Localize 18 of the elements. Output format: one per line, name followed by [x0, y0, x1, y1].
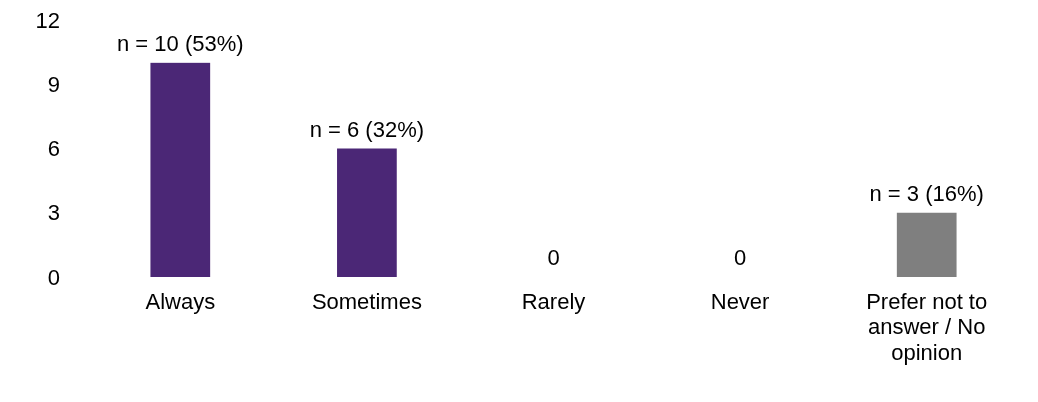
x-tick-label: Rarely	[521, 289, 586, 314]
data-label: n = 3 (16%)	[869, 180, 984, 206]
data-label: n = 6 (32%)	[309, 116, 425, 142]
data-label: 0	[547, 245, 560, 270]
y-tick-label: 12	[35, 7, 60, 33]
data-label: n = 10 (53%)	[117, 30, 244, 56]
y-tick-label: 0	[47, 264, 60, 290]
y-tick-label: 9	[47, 71, 60, 97]
bar	[337, 148, 397, 277]
x-tick-label: Prefer not to answer / No opinion	[866, 289, 988, 365]
x-tick-label: Sometimes	[311, 289, 422, 314]
data-label: 0	[733, 245, 747, 270]
bar	[150, 62, 211, 277]
x-tick-label: Always	[145, 289, 216, 314]
x-tick-label: Never	[710, 289, 770, 314]
y-tick-label: 6	[47, 136, 60, 162]
y-tick-label: 3	[47, 200, 60, 226]
bar	[896, 212, 957, 277]
